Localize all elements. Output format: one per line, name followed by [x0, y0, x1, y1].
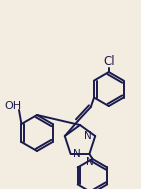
Text: N: N	[73, 149, 80, 159]
Text: OH: OH	[4, 101, 22, 111]
Text: Cl: Cl	[103, 55, 115, 68]
Text: N: N	[86, 157, 93, 167]
Text: N: N	[84, 131, 92, 141]
